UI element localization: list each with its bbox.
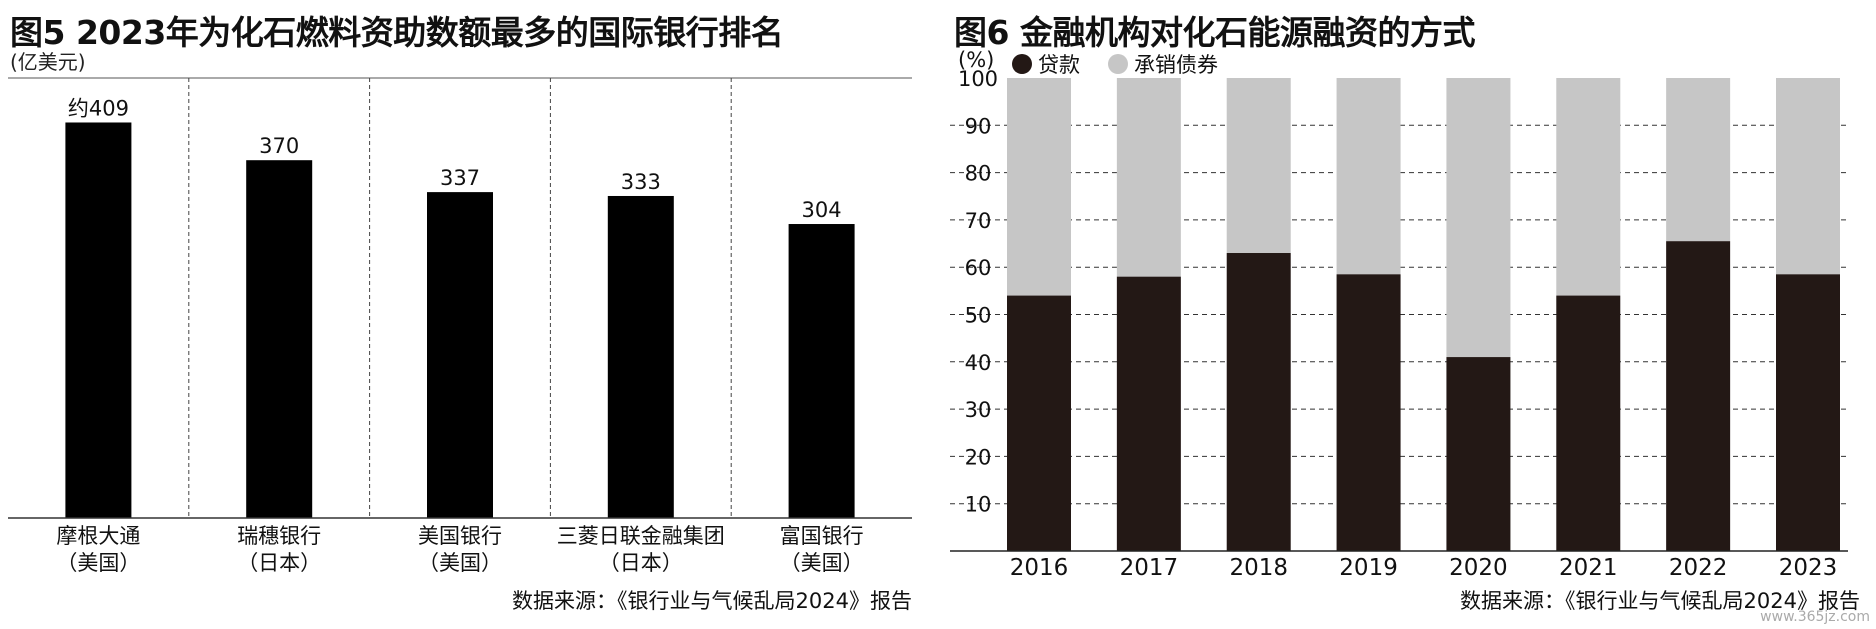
bar-bond: [1556, 78, 1621, 296]
bar-bond: [1116, 78, 1181, 277]
bar-bond: [1776, 78, 1840, 275]
x-tick-label: 2017: [1120, 555, 1179, 581]
legend-item-loan: 贷款: [1012, 49, 1080, 79]
bar-loan: [1226, 253, 1291, 551]
x-tick-label: 2018: [1229, 555, 1288, 581]
category-sublabel: （美国）: [418, 551, 502, 575]
bank-ranking-chart: 图5 2023年为化石燃料资助数额最多的国际银行排名 (亿美元) 约409 摩根大…: [0, 0, 930, 629]
bar: [246, 160, 313, 518]
bar-bond: [1336, 78, 1401, 275]
y-tick-label: 20: [965, 445, 992, 469]
y-tick-label: 10: [965, 493, 992, 517]
data-label: 约409: [68, 96, 129, 120]
chart-title: 图6 金融机构对化石能源融资的方式: [954, 13, 1475, 52]
legend: 贷款 承销债券: [1012, 49, 1240, 79]
category-label: 瑞穗银行: [237, 524, 321, 548]
bar-loan: [1007, 295, 1071, 551]
data-label: 304: [802, 198, 842, 222]
bar-loan: [1776, 274, 1840, 551]
x-tick-label: 2019: [1339, 555, 1398, 581]
bar: [788, 224, 855, 518]
data-label: 337: [440, 166, 480, 190]
legend-label: 贷款: [1038, 53, 1080, 77]
x-tick-label: 2022: [1669, 555, 1728, 581]
legend-swatch-bond: [1108, 54, 1128, 74]
y-tick-label: 50: [965, 304, 992, 328]
data-label: 333: [621, 170, 661, 194]
unit-label: (%): [958, 48, 995, 72]
watermark: www.365jz.com: [1760, 609, 1870, 625]
chart-title: 图5 2023年为化石燃料资助数额最多的国际银行排名: [10, 13, 784, 52]
data-label: 370: [259, 134, 299, 158]
legend-label: 承销债券: [1134, 53, 1218, 77]
x-tick-label: 2021: [1559, 555, 1618, 581]
financing-method-chart: 图6 金融机构对化石能源融资的方式 (%) 贷款 承销债券 10 20 30 40 50…: [950, 0, 1876, 629]
y-tick-label: 90: [965, 114, 992, 138]
y-tick-label: 30: [965, 398, 992, 422]
x-tick-label: 2023: [1779, 555, 1838, 581]
bar: [65, 122, 132, 518]
source-note: 数据来源：《银行业与气候乱局2024》报告: [512, 589, 912, 613]
category-label: 三菱日联金融集团: [557, 524, 725, 548]
bar: [427, 192, 493, 518]
bar-loan: [1116, 276, 1181, 551]
legend-item-bond: 承销债券: [1108, 49, 1218, 79]
category-sublabel: （美国）: [56, 551, 140, 575]
unit-label: (亿美元): [10, 50, 86, 74]
legend-swatch-loan: [1012, 54, 1032, 74]
y-tick-label: 60: [965, 256, 992, 280]
category-sublabel: （美国）: [780, 551, 864, 575]
financing-method-plot: 10 20 30 40 50 60 70 80 90 100 2016 2017 2018 2019 202…: [950, 67, 1848, 581]
category-label: 摩根大通: [56, 524, 140, 548]
bar-loan: [1556, 295, 1621, 551]
y-tick-label: 100: [958, 67, 998, 91]
y-tick-label: 70: [965, 209, 992, 233]
bar-loan: [1446, 357, 1511, 551]
bar-bond: [1446, 78, 1511, 358]
category-sublabel: （日本）: [599, 551, 683, 575]
x-tick-label: 2016: [1010, 555, 1069, 581]
y-tick-label: 80: [965, 162, 992, 186]
bar-loan: [1666, 241, 1731, 551]
bar-bond: [1666, 78, 1731, 242]
category-sublabel: （日本）: [237, 551, 321, 575]
bar: [607, 195, 674, 518]
x-tick-label: 2020: [1449, 555, 1508, 581]
y-tick-label: 40: [965, 351, 992, 375]
category-label: 美国银行: [418, 524, 502, 548]
category-label: 富国银行: [780, 524, 864, 548]
source-note: 数据来源：《银行业与气候乱局2024》报告: [1460, 589, 1860, 613]
bank-ranking-plot: 约409 摩根大通 （美国） 370 瑞穗银行 （日本） 337 美国银行 （美国） 333 三菱日…: [8, 77, 912, 575]
bar-bond: [1007, 78, 1071, 296]
bar-bond: [1226, 78, 1291, 254]
bar-loan: [1336, 274, 1401, 551]
